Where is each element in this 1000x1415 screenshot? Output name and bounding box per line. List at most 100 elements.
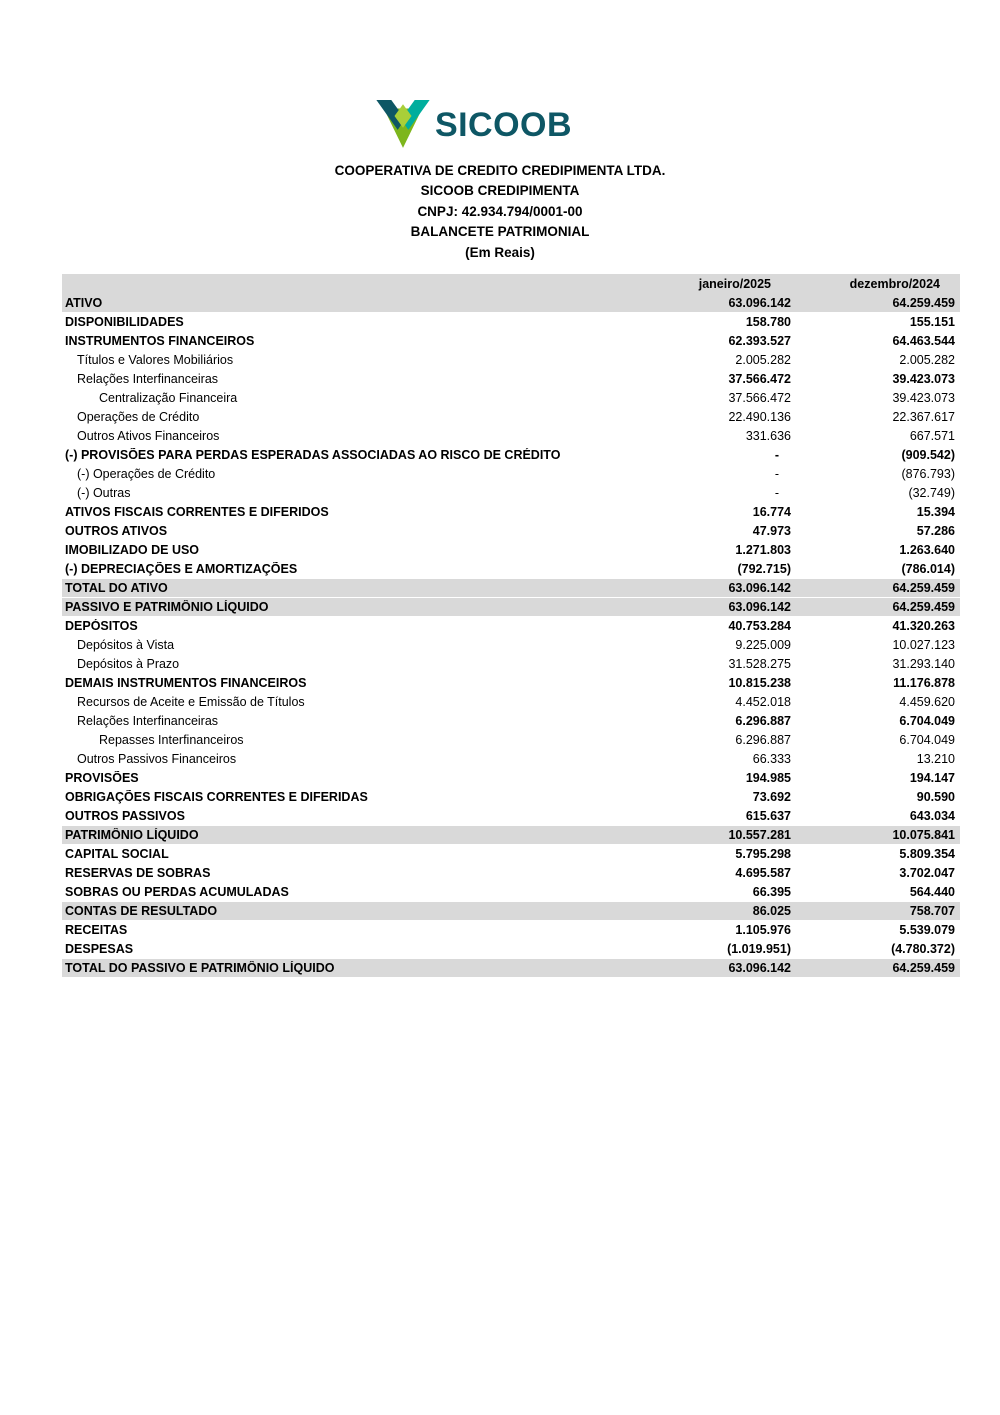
table-row: TOTAL DO PASSIVO E PATRIMÔNIO LÍQUIDO 63.… <box>62 959 960 978</box>
row-label: (-) PROVISÕES PARA PERDAS ESPERADAS ASSO… <box>65 448 561 462</box>
value-dezembro-2024: 57.286 <box>916 524 955 538</box>
value-dezembro-2024: 3.702.047 <box>899 866 955 880</box>
table-row: OBRIGAÇÕES FISCAIS CORRENTES E DIFERIDAS… <box>62 788 960 807</box>
row-label: OUTROS ATIVOS <box>65 524 168 538</box>
value-dezembro-2024: 155.151 <box>909 315 955 329</box>
row-label: TOTAL DO ATIVO <box>65 581 168 595</box>
value-dezembro-2024: 41.320.263 <box>892 619 955 633</box>
table-row: RECEITAS 1.105.976 5.539.079 <box>62 921 960 940</box>
table-row: OUTROS ATIVOS 47.973 57.286 <box>62 522 960 541</box>
value-janeiro-2025: 2.005.282 <box>735 353 791 367</box>
document-header: COOPERATIVA DE CREDITO CREDIPIMENTA LTDA… <box>0 161 1000 263</box>
table-row: PATRIMÔNIO LÍQUIDO 10.557.281 10.075.841 <box>62 826 960 845</box>
sicoob-wordmark: SICOOB <box>434 105 573 144</box>
value-janeiro-2025: 37.566.472 <box>728 372 791 386</box>
balance-table: janeiro/2025 dezembro/2024 ATIVO 63.096.1… <box>62 274 960 978</box>
value-dezembro-2024: 15.394 <box>916 505 955 519</box>
table-row: ATIVO 63.096.142 64.259.459 <box>62 294 960 313</box>
row-label: Depósitos à Vista <box>77 638 175 652</box>
value-janeiro-2025: 63.096.142 <box>728 600 791 614</box>
table-row: Títulos e Valores Mobiliários 2.005.282 2.… <box>62 351 960 370</box>
table-row: CAPITAL SOCIAL 5.795.298 5.809.354 <box>62 845 960 864</box>
table-row: ATIVOS FISCAIS CORRENTES E DIFERIDOS 16.7… <box>62 503 960 522</box>
value-dezembro-2024: 4.459.620 <box>899 695 955 709</box>
value-janeiro-2025: 158.780 <box>745 315 791 329</box>
value-dezembro-2024: 2.005.282 <box>899 353 955 367</box>
value-janeiro-2025: 1.271.803 <box>735 543 791 557</box>
value-dezembro-2024: 64.463.544 <box>892 334 955 348</box>
row-label: Operações de Crédito <box>77 410 200 424</box>
value-dezembro-2024: 10.027.123 <box>892 638 955 652</box>
value-janeiro-2025: 22.490.136 <box>728 410 791 424</box>
row-label: Recursos de Aceite e Emissão de Títulos <box>77 695 305 709</box>
value-janeiro-2025: (792.715) <box>737 562 791 576</box>
row-label: Repasses Interfinanceiros <box>99 733 244 747</box>
value-dezembro-2024: (4.780.372) <box>891 942 955 956</box>
value-dezembro-2024: 39.423.073 <box>892 391 955 405</box>
value-dezembro-2024: 194.147 <box>909 771 955 785</box>
table-row: (-) DEPRECIAÇÕES E AMORTIZAÇÕES (792.715)… <box>62 560 960 579</box>
table-row: IMOBILIZADO DE USO 1.271.803 1.263.640 <box>62 541 960 560</box>
value-dezembro-2024: 64.259.459 <box>892 600 955 614</box>
row-label: IMOBILIZADO DE USO <box>65 543 200 557</box>
row-label: TOTAL DO PASSIVO E PATRIMÔNIO LÍQUIDO <box>65 961 335 975</box>
value-dezembro-2024: 5.539.079 <box>899 923 955 937</box>
table-row: Outros Passivos Financeiros 66.333 13.210 <box>62 750 960 769</box>
value-dezembro-2024: (32.749) <box>908 486 955 500</box>
value-dezembro-2024: 564.440 <box>909 885 955 899</box>
value-dezembro-2024: 13.210 <box>916 752 955 766</box>
value-dezembro-2024: 5.809.354 <box>899 847 955 861</box>
row-label: CONTAS DE RESULTADO <box>65 904 218 918</box>
sicoob-logo: SICOOB <box>376 100 572 149</box>
table-row: Depósitos à Vista 9.225.009 10.027.123 <box>62 636 960 655</box>
row-label: SOBRAS OU PERDAS ACUMULADAS <box>65 885 289 899</box>
value-janeiro-2025: 66.395 <box>752 885 791 899</box>
row-label: ATIVO <box>65 296 103 310</box>
value-janeiro-2025: 10.815.238 <box>728 676 791 690</box>
value-janeiro-2025: 6.296.887 <box>735 714 791 728</box>
value-dezembro-2024: 1.263.640 <box>899 543 955 557</box>
row-label: (-) Outras <box>77 486 131 500</box>
row-label: DISPONIBILIDADES <box>65 315 184 329</box>
table-row: Outros Ativos Financeiros 331.636 667.571 <box>62 427 960 446</box>
row-label: ATIVOS FISCAIS CORRENTES E DIFERIDOS <box>65 505 329 519</box>
row-label: Relações Interfinanceiras <box>77 372 219 386</box>
row-label: Títulos e Valores Mobiliários <box>77 353 234 367</box>
column-header-janeiro-2025: janeiro/2025 <box>698 277 771 291</box>
value-janeiro-2025: 1.105.976 <box>735 923 791 937</box>
table-row: DESPESAS (1.019.951) (4.780.372) <box>62 940 960 959</box>
value-dezembro-2024: 22.367.617 <box>892 410 955 424</box>
value-janeiro-2025: 10.557.281 <box>728 828 791 842</box>
table-row: SOBRAS OU PERDAS ACUMULADAS 66.395 564.440 <box>62 883 960 902</box>
value-janeiro-2025: - <box>774 467 779 481</box>
value-dezembro-2024: (876.793) <box>901 467 955 481</box>
value-dezembro-2024: (786.014) <box>901 562 955 576</box>
balance-table-rows: ATIVO 63.096.142 64.259.459 DISPONIBILIDADE… <box>62 294 960 978</box>
company-name: COOPERATIVA DE CREDITO CREDIPIMENTA LTDA… <box>334 163 666 178</box>
value-janeiro-2025: 47.973 <box>752 524 791 538</box>
row-label: RECEITAS <box>65 923 128 937</box>
row-label: Outros Passivos Financeiros <box>77 752 237 766</box>
value-dezembro-2024: 39.423.073 <box>892 372 955 386</box>
table-row: DEPÓSITOS 40.753.284 41.320.263 <box>62 617 960 636</box>
row-label: OBRIGAÇÕES FISCAIS CORRENTES E DIFERIDAS <box>65 790 368 804</box>
table-row: Relações Interfinanceiras 37.566.472 39.42… <box>62 370 960 389</box>
table-row: RESERVAS DE SOBRAS 4.695.587 3.702.047 <box>62 864 960 883</box>
table-row: PASSIVO E PATRIMÔNIO LÍQUIDO 63.096.142 64… <box>62 598 960 617</box>
table-row: PROVISÕES 194.985 194.147 <box>62 769 960 788</box>
currency-note: (Em Reais) <box>465 244 535 260</box>
table-row: (-) Outras - (32.749) <box>62 484 960 503</box>
row-label: CAPITAL SOCIAL <box>65 847 169 861</box>
value-janeiro-2025: 40.753.284 <box>728 619 791 633</box>
value-janeiro-2025: 194.985 <box>745 771 791 785</box>
row-label: PASSIVO E PATRIMÔNIO LÍQUIDO <box>65 600 269 614</box>
value-dezembro-2024: 90.590 <box>916 790 955 804</box>
row-label: OUTROS PASSIVOS <box>65 809 185 823</box>
row-label: Outros Ativos Financeiros <box>77 429 220 443</box>
row-label: INSTRUMENTOS FINANCEIROS <box>65 334 255 348</box>
value-dezembro-2024: 64.259.459 <box>892 581 955 595</box>
table-row: DEMAIS INSTRUMENTOS FINANCEIROS 10.815.23… <box>62 674 960 693</box>
sicoob-chevron-icon <box>376 100 430 149</box>
table-row: Centralização Financeira 37.566.472 39.423… <box>62 389 960 408</box>
row-label: PROVISÕES <box>65 771 139 785</box>
